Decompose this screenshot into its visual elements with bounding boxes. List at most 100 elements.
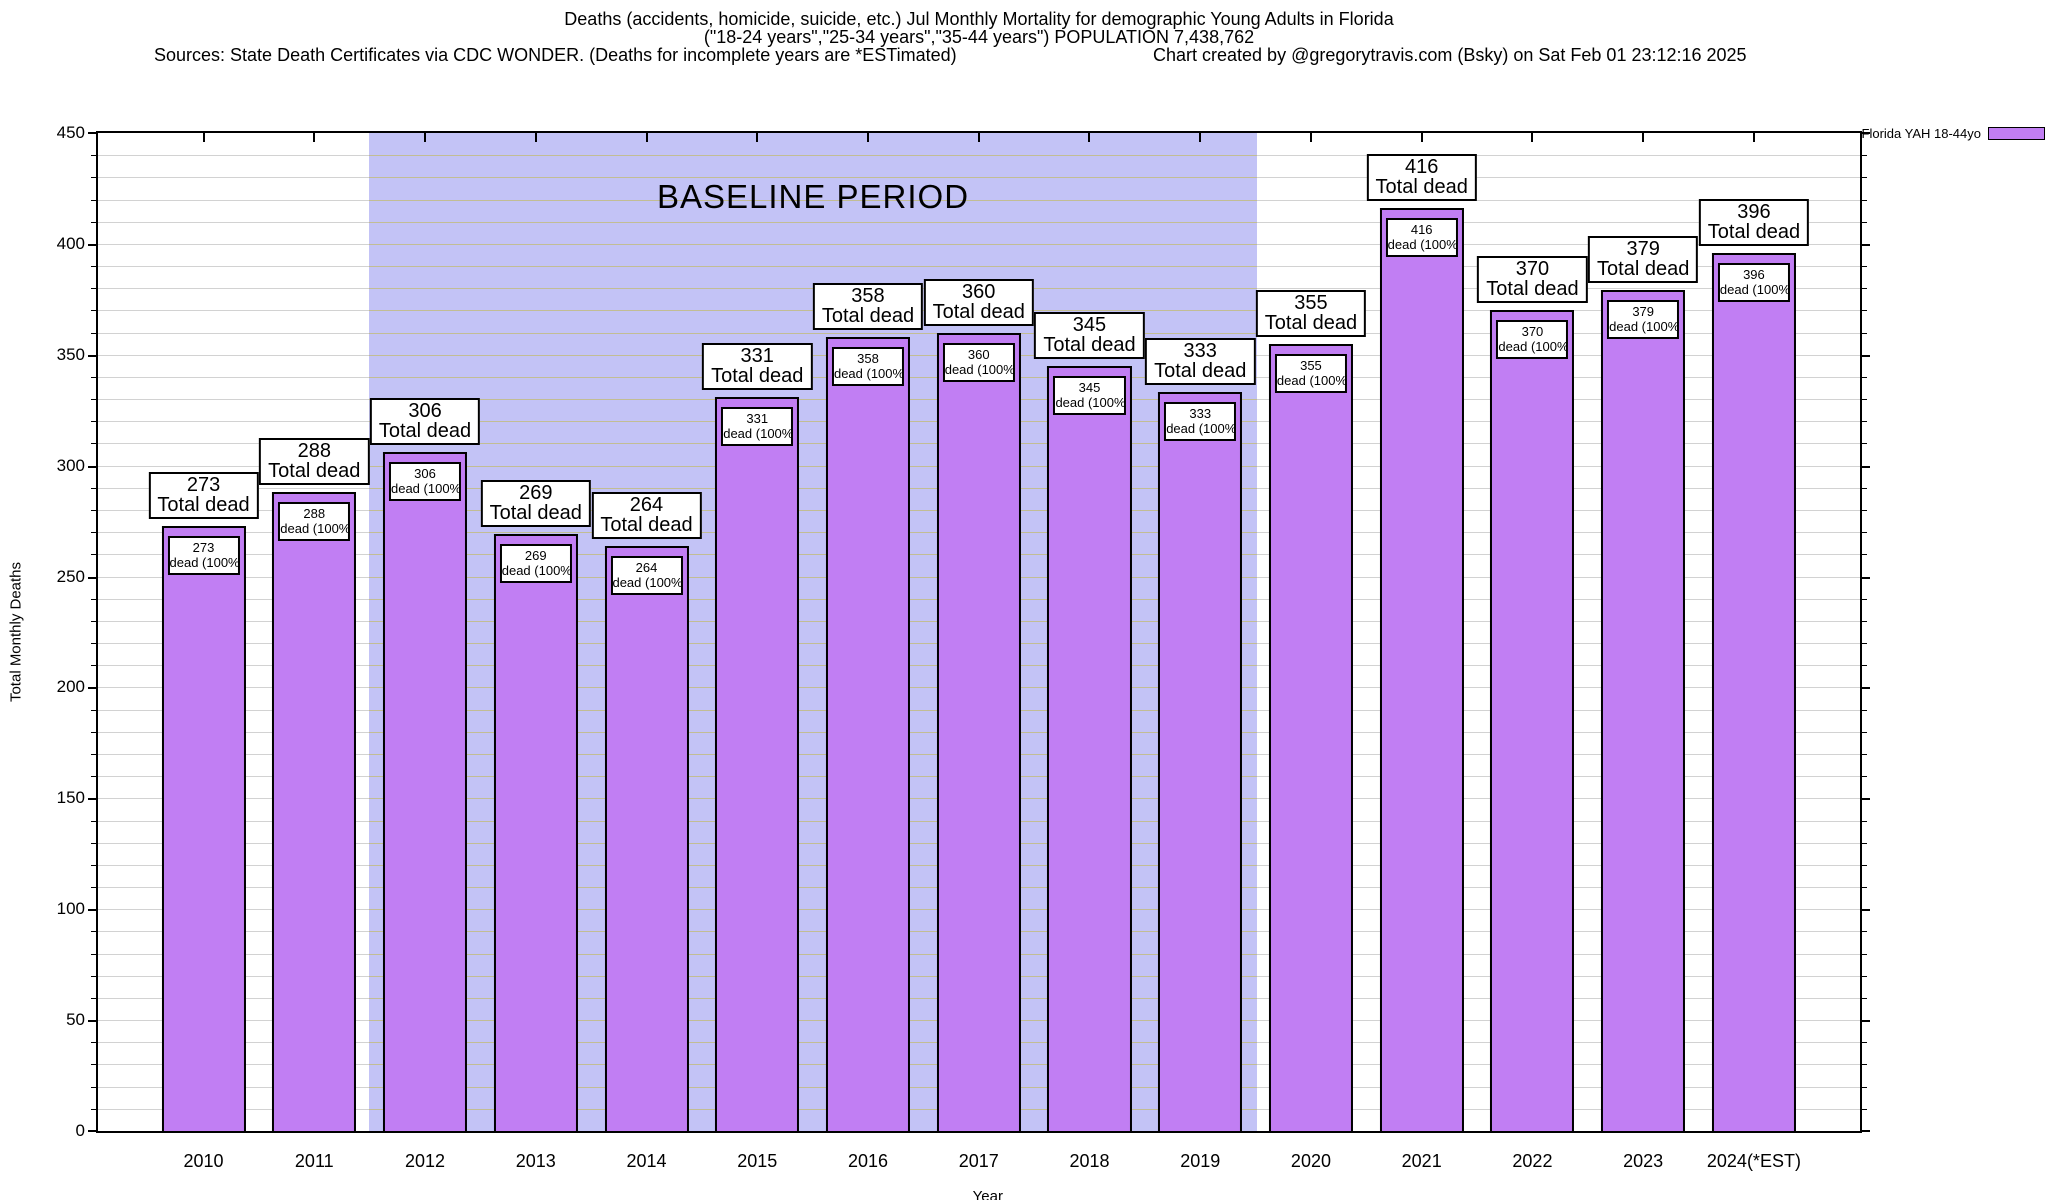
y-tick-label: 300: [56, 455, 85, 475]
bar-inner-label-text: dead (100%): [612, 574, 683, 590]
bar-inner-label: 331 dead (100%): [721, 406, 794, 446]
grid-line: [368, 510, 1258, 512]
x-tick-label: 2012: [404, 1151, 446, 1171]
bar-inner-label-text: dead (100%): [390, 481, 462, 497]
x-axis-top-tick: [645, 133, 648, 142]
x-axis-top-tick: [1642, 133, 1645, 142]
grid-line: [368, 221, 1258, 223]
grid-line: [368, 997, 1258, 999]
bar-total-value: 306: [408, 400, 442, 423]
bar-inner-label-text: dead (100%): [1276, 372, 1347, 388]
grid-line: [368, 443, 1258, 445]
bar-inner-label-value: 416: [1410, 222, 1433, 238]
x-axis-top-tick: [1088, 133, 1091, 142]
chart-title-line1: Deaths (accidents, homicide, suicide, et…: [564, 9, 1394, 29]
bar-total-value: 360: [962, 280, 996, 303]
x-tick-label: 2020: [1290, 1151, 1331, 1171]
bar-total-text: Total dead: [268, 460, 361, 483]
grid-line: [368, 620, 1258, 622]
y-axis-minor-tick: [91, 487, 98, 489]
bar: 273 dead (100%): [161, 525, 246, 1131]
grid-line: [368, 975, 1258, 977]
bar-total-text: Total dead: [932, 300, 1025, 323]
y-axis-minor-tick: [91, 953, 98, 955]
y-axis-minor-tick: [1860, 665, 1867, 667]
bar-total-value: 396: [1737, 200, 1771, 223]
bar: 370 dead (100%): [1490, 310, 1575, 1131]
grid-line: [368, 532, 1258, 534]
bar-total-label: 345 Total dead: [1034, 311, 1145, 359]
y-axis-tick: [88, 576, 98, 579]
x-tick-label: 2021: [1401, 1151, 1442, 1171]
bar-inner-label: 355 dead (100%): [1274, 353, 1347, 393]
y-axis-minor-tick: [91, 399, 98, 401]
y-axis-tick: [1860, 1020, 1870, 1023]
bar-inner-label-text: dead (100%): [1055, 394, 1126, 410]
bar-total-text: Total dead: [1264, 311, 1358, 334]
x-tick-label: 2022: [1512, 1151, 1553, 1171]
bar-total-label: 379 Total dead: [1588, 236, 1699, 284]
bar-inner-label-value: 269: [524, 548, 547, 564]
bar-total-value: 355: [1294, 291, 1328, 314]
x-axis-top-tick: [1420, 133, 1423, 142]
y-axis-minor-tick: [91, 554, 98, 556]
bar-total-text: Total dead: [378, 420, 472, 443]
bar: 288 dead (100%): [272, 492, 357, 1131]
y-axis-tick: [1860, 576, 1870, 579]
grid-line: [368, 953, 1258, 955]
y-axis-tick: [88, 132, 98, 134]
y-axis-minor-tick: [1860, 177, 1867, 179]
bar-inner-label-text: dead (100%): [169, 554, 240, 570]
y-axis-minor-tick: [91, 532, 98, 534]
y-tick-label: 0: [75, 1121, 85, 1140]
y-tick-label: 200: [56, 677, 85, 697]
y-tick-label: 350: [56, 344, 85, 364]
x-axis-top-tick: [202, 133, 205, 142]
y-axis-minor-tick: [91, 842, 98, 844]
bar-total-text: Total dead: [1707, 220, 1801, 243]
y-axis-minor-tick: [1860, 753, 1867, 755]
y-axis-tick: [88, 354, 98, 357]
bar-total-value: 288: [297, 440, 331, 463]
y-axis-minor-tick: [1860, 1064, 1867, 1066]
bar-inner-label-text: dead (100%): [280, 521, 351, 537]
bar-inner-label-text: dead (100%): [1498, 339, 1569, 355]
bar-inner-label-value: 396: [1743, 266, 1765, 282]
x-axis-title: Year: [972, 1188, 1003, 1200]
baseline-period-label: BASELINE PERIOD: [656, 178, 970, 215]
grid-line: [368, 731, 1258, 733]
x-axis-top-tick: [424, 133, 427, 142]
x-axis-top-tick: [313, 133, 316, 142]
bar-inner-label: 416 dead (100%): [1385, 218, 1458, 258]
y-axis-minor-tick: [91, 1064, 98, 1066]
y-axis-minor-tick: [1860, 598, 1867, 600]
x-axis-top-tick: [756, 133, 759, 142]
y-axis-minor-tick: [91, 864, 98, 866]
grid-line: [368, 243, 1258, 245]
bar-inner-label-text: dead (100%): [1719, 281, 1790, 297]
bar-inner-label-value: 345: [1078, 379, 1101, 395]
bar-inner-label-value: 288: [303, 506, 326, 522]
y-axis-minor-tick: [91, 1108, 98, 1110]
bar-inner-label-text: dead (100%): [833, 366, 905, 382]
y-axis-tick: [88, 687, 98, 690]
bar-total-text: Total dead: [1597, 258, 1690, 281]
grid-line: [368, 554, 1258, 556]
y-axis-minor-tick: [1860, 975, 1867, 977]
legend: Florida YAH 18-44yo: [1862, 126, 2045, 141]
x-tick-label: 2023: [1623, 1151, 1664, 1171]
y-axis-minor-tick: [91, 177, 98, 179]
bar-total-text: Total dead: [157, 493, 250, 516]
grid-line: [368, 354, 1258, 356]
bar-inner-label-value: 331: [746, 410, 769, 426]
bar-inner-label-value: 370: [1521, 324, 1544, 340]
y-axis-minor-tick: [1860, 1108, 1867, 1110]
y-axis-tick: [1860, 687, 1870, 690]
y-axis-minor-tick: [91, 310, 98, 312]
grid-line: [368, 909, 1258, 911]
bar-inner-label: 370 dead (100%): [1496, 320, 1569, 360]
bar-total-value: 358: [851, 285, 885, 308]
y-axis-minor-tick: [1860, 266, 1867, 268]
grid-line: [368, 776, 1258, 778]
x-axis-top-tick: [866, 133, 869, 142]
